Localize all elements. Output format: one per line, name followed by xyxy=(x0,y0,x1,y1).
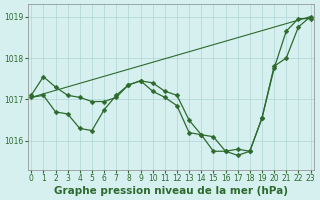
X-axis label: Graphe pression niveau de la mer (hPa): Graphe pression niveau de la mer (hPa) xyxy=(54,186,288,196)
